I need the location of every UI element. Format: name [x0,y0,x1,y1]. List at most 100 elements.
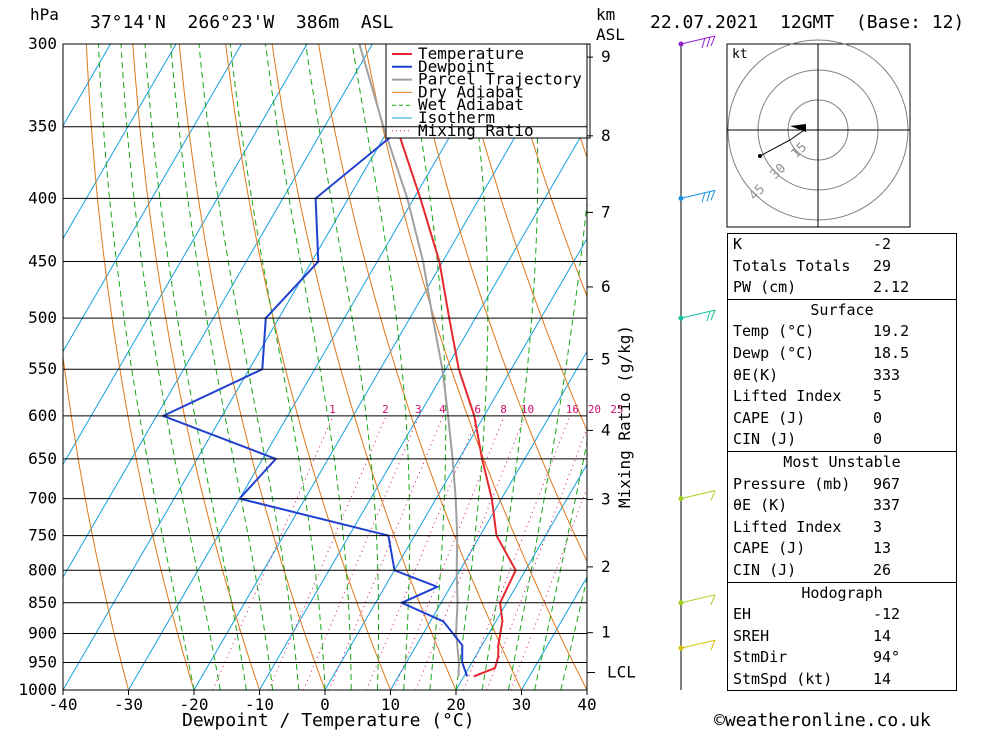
index-row: K -2 [728,234,956,256]
x-tick-label: -10 [245,695,274,714]
index-value: 14 [873,626,892,645]
isotherm-line [63,44,242,353]
x-tick-label: 20 [446,695,465,714]
wind-barb-staff [680,639,716,649]
wet-adiabat-line [534,440,587,690]
isotherm-line [63,44,439,690]
dry-adiabat-line [85,44,195,690]
most-unstable-title: Most Unstable [728,450,956,474]
index-value: 333 [873,365,901,384]
hpa-label: hPa [30,5,59,24]
pressure-tick-label: 800 [28,560,57,579]
mixing-ratio-line [303,415,420,690]
km-tick-label: 7 [601,202,611,221]
wind-barb-flag [710,490,716,501]
wind-barb-flag [710,639,716,651]
index-row: θE(K) 333 [728,365,956,387]
index-label: CIN (J) [733,430,797,449]
isotherm-line [324,237,587,690]
km-label: km [596,5,615,24]
legend-entry: Temperature [418,44,524,63]
index-value: 0 [873,408,883,427]
lcl-label: LCL [607,663,636,682]
site-credit[interactable]: ©weatheronline.co.uk [714,710,931,731]
index-label: EH [733,605,752,624]
pressure-tick-label: 450 [28,252,57,271]
index-value: -12 [873,605,901,624]
index-value: 29 [873,256,892,275]
pressure-tick-label: 500 [28,308,57,327]
km-tick-label: 6 [601,277,611,296]
pressure-tick-label: 750 [28,526,57,545]
km-tick-label: 5 [601,350,611,369]
x-tick-label: -40 [49,695,78,714]
pressure-tick-label: 350 [28,117,57,136]
isotherm-line [193,44,570,690]
mixing-ratio-line [393,415,505,690]
legend-entry: Parcel Trajectory [418,70,582,89]
surface-title: Surface [728,298,956,322]
mixing-ratio-axis-label: Mixing Ratio (g/kg) [615,325,634,508]
mixing-ratio-line [415,415,526,690]
index-label: Lifted Index [733,517,842,536]
index-label: StmSpd (kt) [733,669,833,688]
chart-axes: 1 2 3 4 6 8 10 16 20 2530035040045050055060065070… [18,34,635,714]
wind-barb-flag [701,192,706,203]
index-label: CAPE (J) [733,408,806,427]
mixing-ratio-label: 8 [500,403,507,416]
storm-motion-marker [790,124,806,132]
x-tick-label: 40 [577,695,596,714]
wind-barbs [678,35,716,690]
dry-adiabat-line [503,44,587,298]
index-row: StmSpd (kt) 14 [728,669,956,691]
surface-rows: Temp (°C) 19.2 Dewp (°C) 18.5 θE(K) 333 Lifted… [728,321,956,451]
wind-barb-staff [680,490,716,500]
index-value: 13 [873,539,892,558]
x-tick-label: 10 [381,695,400,714]
wind-barb-flag [710,594,716,605]
asl-label: ASL [596,25,625,44]
index-value: 967 [873,474,901,493]
index-label: CAPE (J) [733,539,806,558]
isotherm-line [455,463,587,690]
x-tick-label: 30 [512,695,531,714]
index-value: 94° [873,648,901,667]
dry-adiabat-line [457,44,587,432]
wet-adiabat-line [405,44,447,690]
dry-adiabat-line [178,44,326,690]
index-row: θE (K) 337 [728,495,956,517]
pressure-tick-label: 950 [28,652,57,671]
index-row: Pressure (mb) 967 [728,474,956,496]
mixing-ratio-label: 20 [588,403,601,416]
index-row: Lifted Index 3 [728,517,956,539]
mixing-ratio-label: 25 [610,403,623,416]
hodograph-trace [759,128,807,157]
legend-entry: Isotherm [418,108,495,127]
km-tick-label: 4 [601,420,611,439]
x-tick-label: 0 [320,695,330,714]
dry-adiabat-line [318,44,522,690]
index-label: Pressure (mb) [733,474,851,493]
index-label: Temp (°C) [733,322,815,341]
wind-barb-staff [680,309,716,319]
hodograph-point [758,154,762,158]
index-row: PW (cm) 2.12 [728,277,956,299]
wind-barb-staff [680,35,716,45]
isotherm-line [521,576,587,690]
location-title: 37°14'N 266°23'W 386m ASL [90,12,394,33]
wet-adiabat-line [198,44,300,690]
index-row: Lifted Index 5 [728,386,956,408]
wet-adiabat-line [170,44,274,690]
wind-barb-flag [706,310,711,322]
pressure-tick-label: 400 [28,188,57,207]
dry-adiabat-line [271,44,457,690]
index-row: CIN (J) 26 [728,560,956,582]
mixing-ratio-label: 6 [474,403,481,416]
hodograph-stats-rows: EH -12 SREH 14 StmDir 94° StmSpd (kt) 14 [728,604,956,690]
index-label: θE(K) [733,365,779,384]
wind-barb-flag [710,35,716,47]
wind-barb-flag [701,37,706,49]
wet-adiabat-line [120,44,221,690]
